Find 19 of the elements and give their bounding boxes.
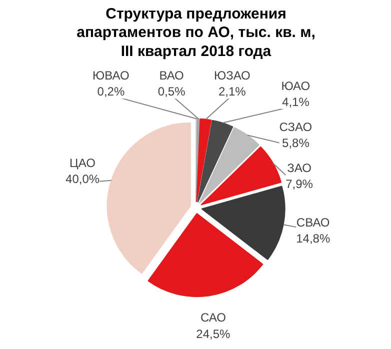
slice-label: ЮВАО [92,68,130,83]
slice-label: ЮЗАО [214,68,250,83]
data-label: 7,9% [286,177,314,192]
slice-label: СЗАО [279,120,312,134]
slice-label: ВАО [159,68,184,83]
slice-label: ЦАО [70,156,96,170]
slice-label: СВАО [296,215,330,230]
slice-label: ЗАО [287,161,312,176]
slice-label: САО [200,310,226,325]
data-label: 5,8% [282,136,310,150]
data-label: 24,5% [196,326,231,341]
chart-title: Структура предложения апартаментов по АО, тыс. кв. м, III квартал 2018 года [76,5,316,60]
data-label: 0,2% [97,84,125,99]
data-label: 4,1% [282,95,310,110]
slice-label: ЮАО [281,78,310,93]
data-label: 14,8% [296,231,330,246]
data-label: 2,1% [218,84,246,99]
data-label: 0,5% [158,84,186,99]
data-label: 40,0% [66,172,100,186]
